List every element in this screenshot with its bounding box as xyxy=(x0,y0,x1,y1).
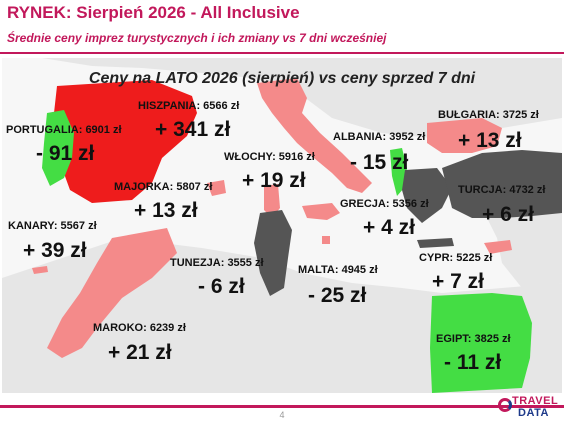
logo-text-bottom: DATA xyxy=(518,407,549,419)
map-panel xyxy=(2,58,562,393)
label-bulgaria: BUŁGARIA: 3725 zł xyxy=(438,109,539,121)
map-title: Ceny na LATO 2026 (sierpień) vs ceny spr… xyxy=(88,70,476,87)
land-middle-east xyxy=(482,198,562,288)
region-albania xyxy=(390,148,407,196)
region-turcja xyxy=(442,150,562,218)
page-number: 4 xyxy=(279,410,285,420)
label-albania: ALBANIA: 3952 zł xyxy=(333,131,426,143)
label-egipt: EGIPT: 3825 zł xyxy=(436,333,511,345)
change-tunezja: - 6 zł xyxy=(198,275,245,298)
change-kanary: + 39 zł xyxy=(23,239,87,262)
label-malta: MALTA: 4945 zł xyxy=(298,264,378,276)
region-tunezja xyxy=(254,210,292,296)
label-maroko: MAROKO: 6239 zł xyxy=(93,322,186,334)
change-cypr: + 7 zł xyxy=(432,270,484,293)
page-title: RYNEK: Sierpień 2026 - All Inclusive xyxy=(7,3,300,22)
change-turcja: + 6 zł xyxy=(482,203,534,226)
travel-data-logo: TRAVEL DATA xyxy=(496,394,560,422)
region-grecja xyxy=(402,168,452,223)
label-majorka: MAJORKA: 5807 zł xyxy=(114,181,213,193)
label-hiszpania: HISZPANIA: 6566 zł xyxy=(138,100,240,112)
logo-ring-icon xyxy=(498,398,512,412)
region-wlochy-sicily xyxy=(302,203,340,220)
label-tunezja: TUNEZJA: 3555 zł xyxy=(170,257,264,269)
region-egipt xyxy=(430,293,532,393)
region-wlochy-sardinia xyxy=(264,184,280,218)
label-kanary: KANARY: 5567 zł xyxy=(8,220,97,232)
change-egipt: - 11 zł xyxy=(444,351,502,374)
header-divider xyxy=(0,52,564,54)
land-europe-north xyxy=(42,58,562,138)
change-majorka: + 13 zł xyxy=(134,199,198,222)
region-cypr xyxy=(484,240,512,254)
change-portugalia: - 91 zł xyxy=(36,142,95,165)
region-malta xyxy=(322,236,330,244)
logo-text-top: TRAVEL xyxy=(512,395,559,407)
region-maroko xyxy=(47,228,177,358)
change-bulgaria: + 13 zł xyxy=(458,129,522,152)
label-wlochy: WŁOCHY: 5916 zł xyxy=(224,151,315,163)
footer-divider xyxy=(0,405,564,408)
change-wlochy: + 19 zł xyxy=(242,169,306,192)
region-wlochy xyxy=(257,78,372,193)
region-bulgaria xyxy=(427,118,502,153)
label-grecja: GRECJA: 5356 zł xyxy=(340,198,429,210)
region-kanary xyxy=(32,266,48,274)
change-albania: - 15 zł xyxy=(350,151,409,174)
label-cypr: CYPR: 5225 zł xyxy=(419,252,493,264)
label-turcja: TURCJA: 4732 zł xyxy=(458,184,546,196)
page-subtitle: Średnie ceny imprez turystycznych i ich … xyxy=(7,31,387,45)
region-portugalia xyxy=(42,110,74,186)
change-grecja: + 4 zł xyxy=(363,216,415,239)
change-hiszpania: + 341 zł xyxy=(155,118,231,141)
region-hiszpania xyxy=(54,80,197,203)
label-portugalia: PORTUGALIA: 6901 zł xyxy=(6,124,122,136)
map-canvas xyxy=(2,58,562,393)
change-maroko: + 21 zł xyxy=(108,341,172,364)
change-malta: - 25 zł xyxy=(308,284,367,307)
region-majorka xyxy=(207,180,226,196)
region-grecja-crete xyxy=(417,238,454,248)
